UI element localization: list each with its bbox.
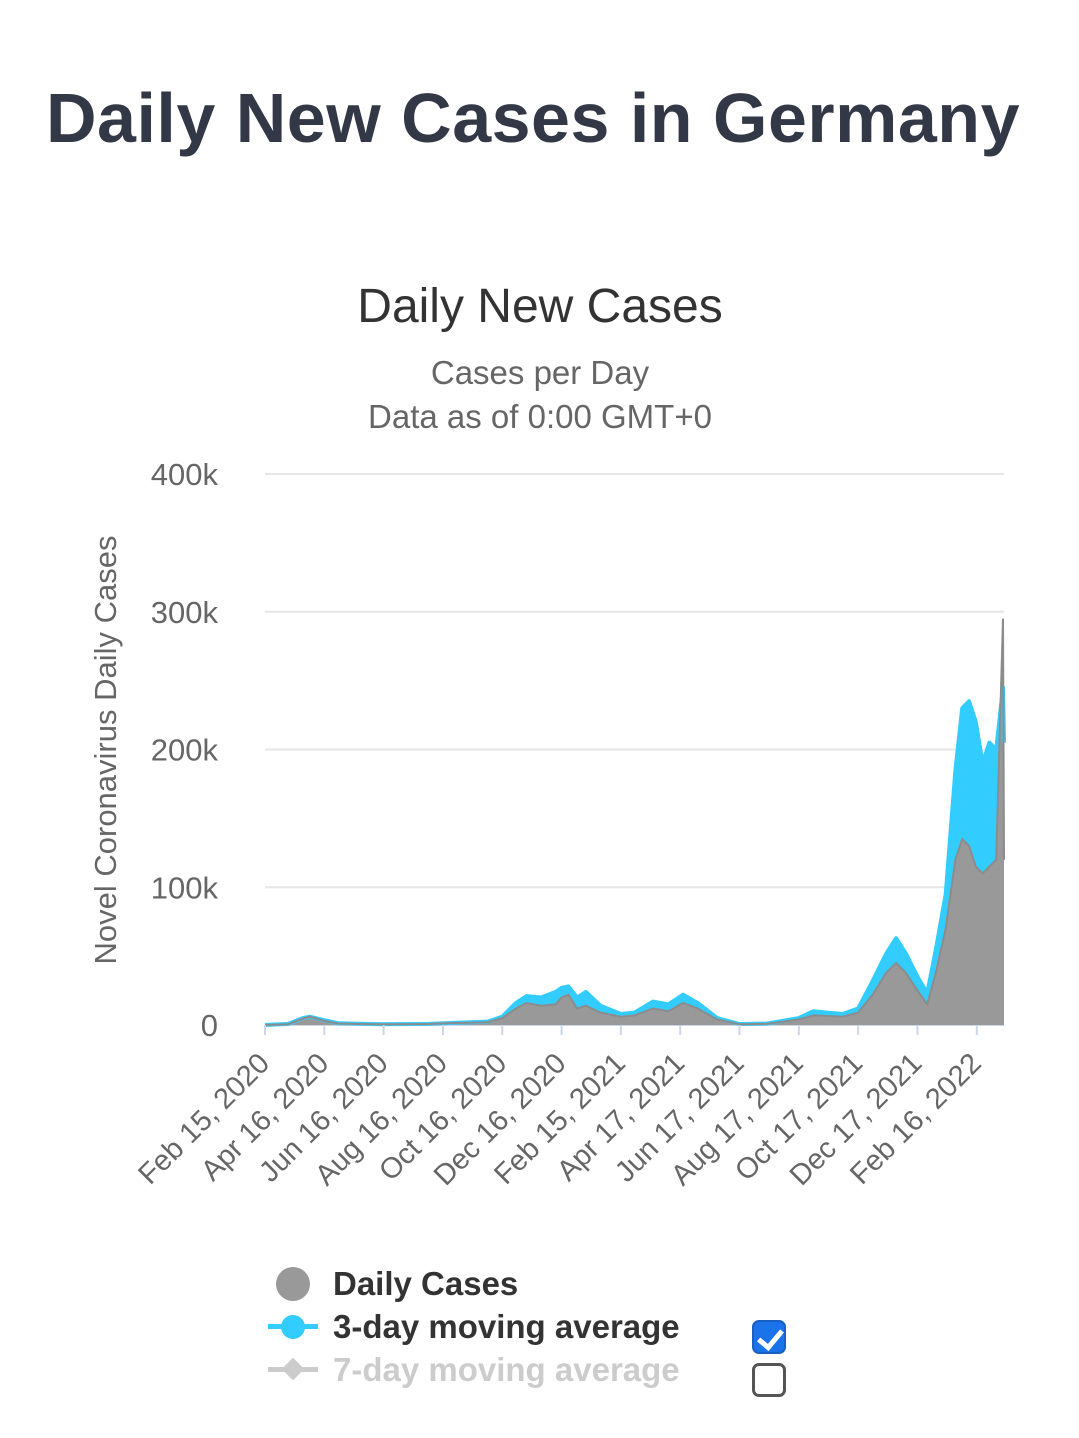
plot-area <box>264 618 1006 1027</box>
legend-label: 3-day moving average <box>333 1307 680 1345</box>
y-tick-label: 100k <box>151 870 219 905</box>
chart-legend: Daily Cases 3-day moving average 7-day m… <box>268 1262 680 1391</box>
gray-circle-icon <box>268 1262 320 1305</box>
legend-item-7-day-average[interactable]: 7-day moving average <box>268 1348 680 1391</box>
y-axis-ticks: 0 100k 200k 300k 400k <box>151 457 219 1043</box>
y-tick-label: 0 <box>201 1008 218 1043</box>
y-tick-label: 200k <box>151 733 219 768</box>
chart-title: Daily New Cases <box>357 280 722 333</box>
checkmark-icon <box>757 1322 784 1352</box>
page-title: Daily New Cases in Germany <box>46 79 1020 157</box>
y-tick-label: 300k <box>151 595 219 630</box>
legend-item-3-day-average[interactable]: 3-day moving average <box>268 1305 680 1348</box>
blue-line-circle-icon <box>268 1305 320 1348</box>
y-tick-label: 400k <box>151 457 219 492</box>
legend-label: Daily Cases <box>333 1264 519 1302</box>
y-axis-title: Novel Coronavirus Daily Cases <box>88 536 123 965</box>
gray-line-diamond-icon <box>268 1348 320 1391</box>
chart-subtitle-line-2: Data as of 0:00 GMT+0 <box>368 398 712 435</box>
series-daily-cases-line <box>264 618 1005 1026</box>
legend-label: 7-day moving average <box>333 1350 680 1388</box>
daily-new-cases-chart: Daily New Cases Cases per Day Data as of… <box>88 280 1006 1192</box>
chart-subtitle-line-1: Cases per Day <box>431 354 650 391</box>
7-day-average-checkbox[interactable] <box>752 1363 786 1397</box>
3-day-average-checkbox[interactable] <box>752 1320 786 1354</box>
legend-item-daily-cases[interactable]: Daily Cases <box>268 1262 680 1305</box>
